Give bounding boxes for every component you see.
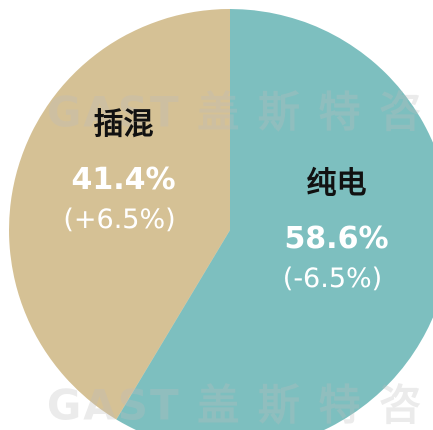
slice-name: 插混: [94, 107, 154, 142]
slices: [8, 9, 433, 430]
watermark: GAST 盖 斯 特 咨: [47, 88, 423, 137]
value-label: 58.6%: [284, 221, 388, 256]
watermark: GAST 盖 斯 特 咨: [47, 381, 423, 430]
labels: 纯电 58.6% (-6.5%) 插混 41.4% (+6.5%): [63, 107, 388, 294]
slice-name: 纯电: [306, 166, 366, 201]
value-label: 41.4%: [71, 162, 175, 197]
pie-slice: [8, 9, 230, 420]
change-label: (-6.5%): [283, 263, 382, 294]
change-label: (+6.5%): [63, 204, 175, 235]
pie-slice: [116, 9, 433, 430]
